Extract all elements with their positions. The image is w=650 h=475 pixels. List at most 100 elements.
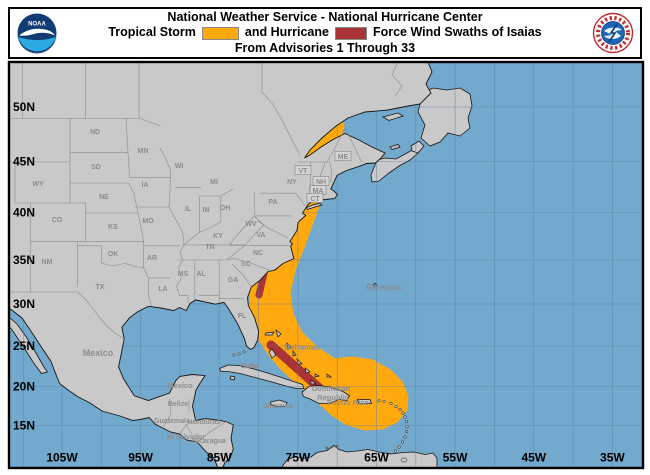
state-label-GA: GA (228, 277, 239, 284)
state-label-IN: IN (203, 207, 210, 214)
south-america-coast (280, 444, 438, 469)
state-label-SC: SC (241, 261, 251, 268)
place-label-mexico: Mexico (83, 348, 114, 358)
state-label-MO: MO (142, 218, 154, 225)
place-label-bahamas: Bahamas (284, 343, 320, 352)
and-hurricane-label: and Hurricane (244, 25, 329, 40)
state-borders (9, 61, 403, 459)
state-label-AL: AL (196, 271, 206, 278)
tropical-storm-label: Tropical Storm (108, 25, 196, 40)
cuba-island (218, 364, 305, 389)
state-label-NH: NH (316, 179, 326, 186)
florida-keys (232, 350, 246, 357)
state-label-AR: AR (147, 255, 157, 262)
lon-tick-label: 55W (443, 451, 468, 465)
lon-tick-label: 65W (364, 451, 389, 465)
state-label-ME: ME (338, 154, 349, 161)
lon-tick-label: 75W (286, 451, 311, 465)
hurricane-swatch (334, 26, 367, 40)
place-label-jamaica: Jamaica (263, 401, 293, 410)
lat-tick-label: 30N (13, 297, 35, 311)
cape-breton-island (410, 140, 425, 154)
state-label-box (306, 193, 324, 203)
state-label-OK: OK (108, 251, 119, 258)
state-label-box (294, 165, 312, 175)
state-label-NC: NC (253, 250, 263, 257)
lon-tick-label: 95W (128, 451, 153, 465)
wind-swaths-label: Force Wind Swaths of Isaias (372, 25, 542, 40)
noaa-logo: NOAA (17, 13, 57, 54)
state-label-MA: MA (313, 188, 324, 195)
state-label-CT: CT (310, 196, 320, 203)
state-label-TX: TX (96, 284, 105, 291)
anticosti-island (381, 112, 404, 121)
state-label-SD: SD (91, 164, 101, 171)
caribbean-and-atlantic-islands (218, 87, 473, 463)
lon-tick-label: 45W (521, 451, 546, 465)
newfoundland-island (417, 87, 473, 147)
nws-logo (592, 12, 634, 54)
header-titles: National Weather Service - National Hurr… (59, 10, 591, 56)
place-label-bermuda: Bermuda (367, 283, 402, 292)
puerto-rico-island (356, 399, 373, 405)
state-label-WY: WY (32, 181, 44, 188)
state-label-KY: KY (213, 233, 223, 240)
state-label-LA: LA (158, 286, 167, 293)
state-label-MN: MN (138, 148, 149, 155)
state-label-WI: WI (175, 163, 184, 170)
state-label-box (334, 151, 352, 161)
advisories-subtitle: From Advisories 1 Through 33 (234, 40, 416, 55)
state-label-NM: NM (42, 259, 53, 266)
lon-tick-label: 35W (600, 451, 625, 465)
long-island (305, 202, 323, 210)
place-label-el-salvador: El Salvador (167, 434, 205, 441)
place-label-dominican: Dominican (312, 384, 351, 393)
state-label-MI: MI (210, 179, 218, 186)
state-label-NY: NY (287, 179, 297, 186)
state-label-OH: OH (220, 205, 231, 212)
hispaniola-island (301, 385, 351, 404)
lat-tick-label: 25N (13, 339, 35, 353)
map-frame (7, 60, 645, 470)
svg-text:NOAA: NOAA (28, 22, 46, 28)
map-labels: 50N 45N 40N 35N 30N 25N 20N 15N 105W 95W 85W 75W 65W… (13, 100, 625, 464)
jamaica-island (270, 399, 288, 407)
isle-of-youth (229, 375, 236, 381)
lat-tick-label: 15N (13, 419, 35, 433)
header-title: National Weather Service - National Hurr… (167, 10, 483, 25)
place-label-guatemala: Guatemala (154, 418, 190, 425)
state-label-FL: FL (238, 313, 247, 320)
lon-tick-label: 85W (207, 451, 232, 465)
tropical-storm-swatch (201, 26, 239, 40)
state-label-NE: NE (99, 194, 109, 201)
state-label-KS: KS (108, 224, 118, 231)
lat-tick-label: 50N (13, 100, 35, 114)
state-label-WV: WV (245, 221, 257, 228)
place-label-cuba: Cuba (240, 363, 258, 370)
state-label-CO: CO (52, 217, 63, 224)
place-label-puerto-rico: Puerto Rico (327, 398, 370, 407)
prince-edward-island (389, 144, 401, 150)
place-label-mexico: Mexico (167, 381, 193, 390)
lon-tick-label: 105W (46, 451, 78, 465)
legend-line: Tropical Storm and Hurricane Force Wind … (59, 25, 591, 40)
lat-tick-label: 20N (13, 380, 35, 394)
state-label-IL: IL (185, 206, 192, 213)
baja-california (8, 316, 49, 374)
state-label-PA: PA (268, 199, 277, 206)
place-label-nicaragua: Nicaragua (192, 438, 226, 445)
state-label-ND: ND (90, 129, 100, 136)
state-label-IA: IA (142, 182, 149, 189)
lat-tick-label: 35N (13, 253, 35, 267)
place-label-belize: Belize (168, 401, 188, 408)
place-label-republic: Republic (317, 393, 349, 402)
nova-scotia (370, 148, 419, 183)
place-label-honduras: Honduras (188, 419, 221, 426)
lat-tick-label: 40N (13, 206, 35, 220)
state-label-MS: MS (178, 271, 189, 278)
state-label-VT: VT (299, 168, 309, 175)
state-label-TN: TN (205, 244, 214, 251)
state-label-VA: VA (256, 232, 265, 239)
